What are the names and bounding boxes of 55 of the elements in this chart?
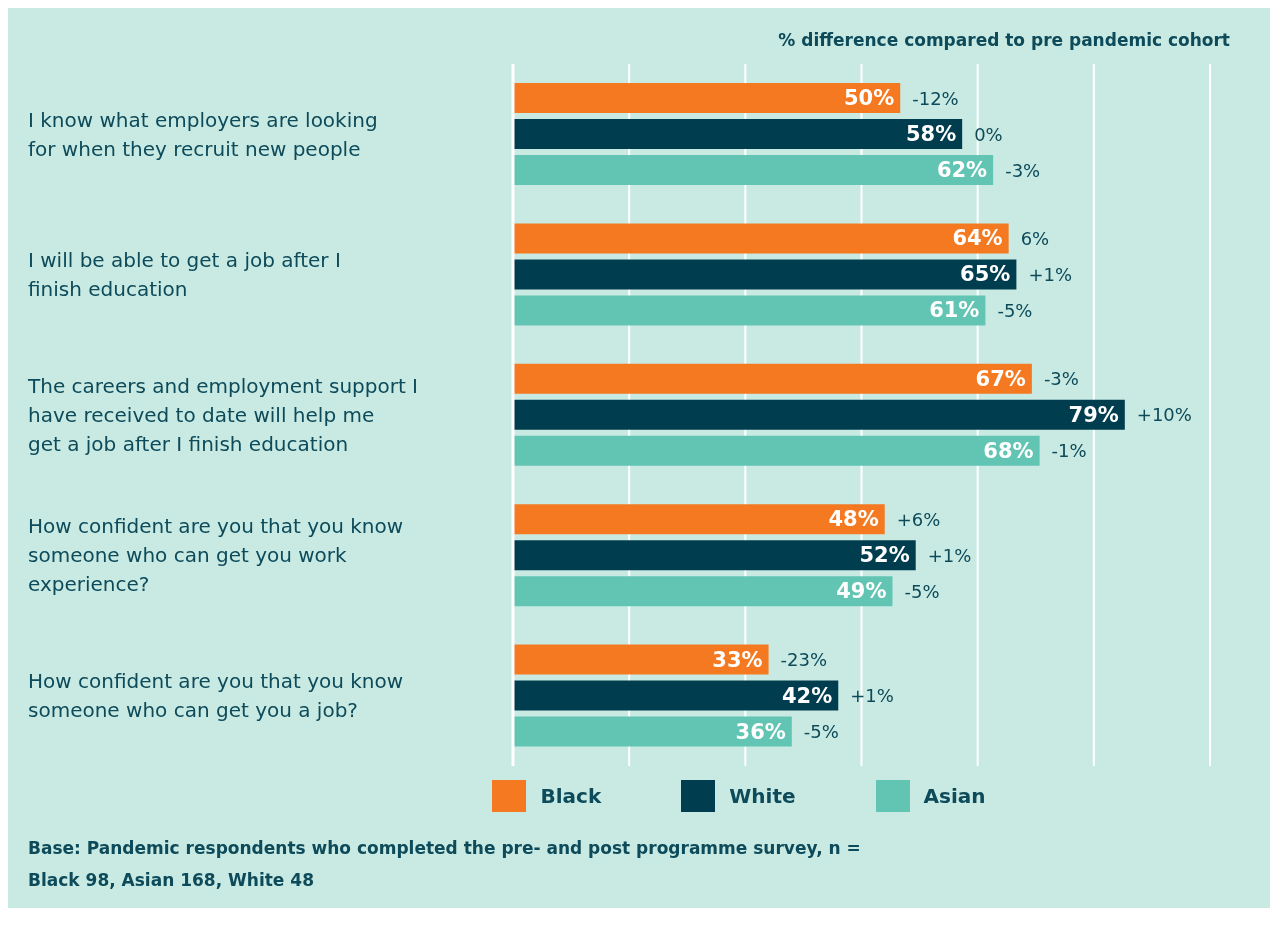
annotation: +1% (850, 685, 894, 707)
annotation: +6% (896, 508, 941, 530)
data-label: 49% (836, 579, 887, 604)
text: Base: Pandemic respondents who completed the pre- and post programme survey, n = Black 98, Asian 168, White 48 (27, 837, 862, 892)
y-tick-label: I will be able to get a job after I finish education (28, 248, 341, 302)
data-label: 58% (905, 122, 957, 146)
bar (513, 435, 1040, 466)
annotation: 0% (974, 123, 1003, 145)
bar (513, 399, 1125, 430)
y-tick-label: The careers and employment support I have received to date will help me get a job after I finish education (27, 374, 418, 456)
bar (513, 716, 792, 747)
data-label: 62% (936, 158, 988, 182)
bar (513, 504, 885, 535)
bar (513, 644, 769, 675)
annotation: -5% (803, 721, 839, 743)
bar (513, 83, 901, 113)
annotation: -5% (904, 580, 940, 602)
bar (513, 223, 1009, 254)
bar (513, 680, 839, 711)
data-label: 68% (983, 438, 1034, 463)
data-label: 50% (843, 86, 895, 110)
y-tick-label: I know what employers are looking for when they recruit new people (28, 107, 378, 161)
bar (513, 540, 916, 571)
data-label: 79% (1068, 402, 1119, 427)
annotation: +10% (1136, 404, 1192, 426)
bar (513, 576, 893, 607)
annotation: +1% (1028, 263, 1073, 285)
annotation: -23% (780, 649, 828, 671)
legend-label: Black (540, 784, 602, 808)
bar (513, 295, 986, 326)
data-label: 52% (859, 543, 910, 568)
data-label: 61% (929, 298, 980, 323)
annotation: -3% (1043, 368, 1079, 390)
annotation: -1% (1051, 440, 1087, 462)
data-label: 36% (735, 719, 786, 744)
data-label: 48% (828, 507, 879, 532)
data-label: 42% (782, 683, 833, 708)
bar (513, 363, 1032, 394)
annotation: -12% (912, 87, 959, 109)
data-label: 65% (960, 262, 1011, 287)
data-label: 67% (975, 366, 1026, 391)
annotation: -5% (997, 299, 1033, 321)
data-label: 33% (712, 647, 763, 672)
bar (513, 259, 1017, 290)
y-tick-label: How confident are you that you know someone who can get you work experience? (28, 514, 404, 597)
annotation: +1% (927, 544, 972, 566)
annotation: 6% (1020, 227, 1050, 249)
legend-label: Asian (923, 784, 986, 808)
chart-title: % difference compared to pre pandemic cohort (777, 29, 1231, 50)
legend-label: White (729, 784, 796, 808)
y-tick-label: How confident are you that you know someone who can get you a job? (28, 669, 404, 723)
data-label: 64% (952, 226, 1003, 251)
bar (513, 119, 963, 149)
bar (513, 155, 994, 185)
annotation: -3% (1005, 159, 1041, 181)
